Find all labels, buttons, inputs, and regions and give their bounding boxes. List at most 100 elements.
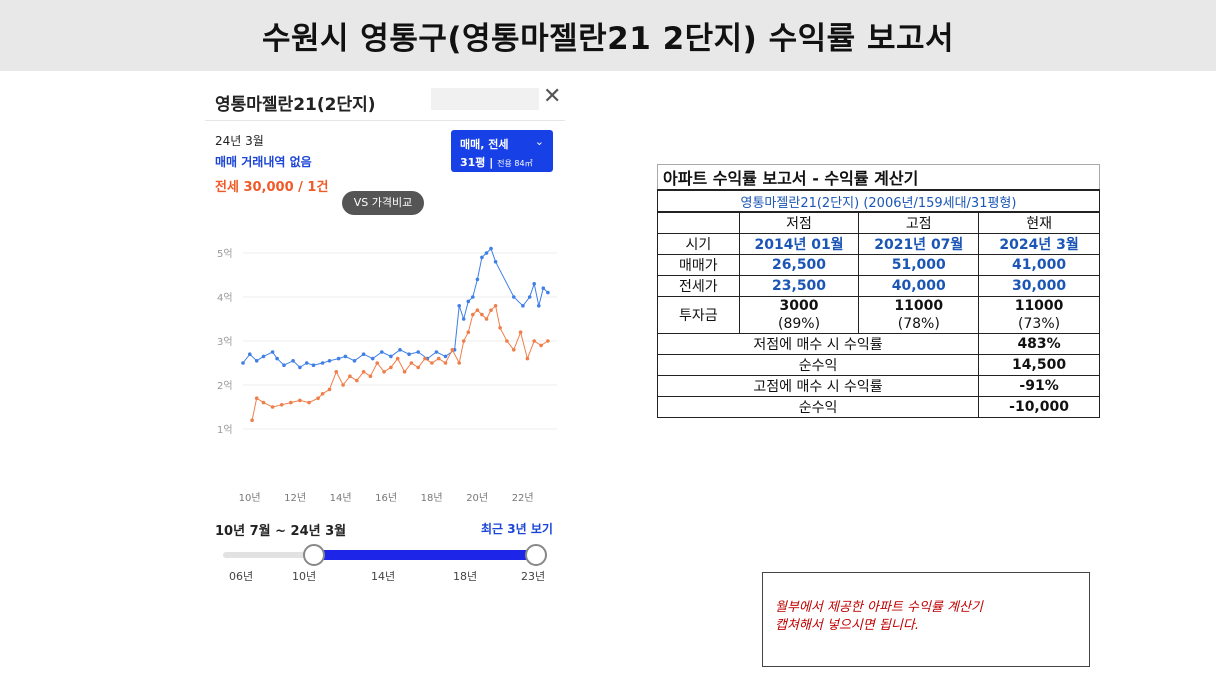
x-tick-label: 12년 (284, 492, 306, 504)
filter-type: 매매, 전세 (460, 138, 509, 151)
rent-point (298, 398, 302, 403)
rent-point (475, 308, 480, 312)
sale-point (521, 304, 525, 308)
close-icon[interactable]: ✕ (543, 84, 562, 109)
investment-ratio: (73%) (978, 315, 1100, 334)
sale-point (434, 350, 439, 354)
range-slider-end-handle[interactable] (525, 544, 547, 566)
rent-point (382, 370, 386, 374)
summary-value: 14,500 (978, 354, 1100, 376)
sale-point (512, 295, 516, 299)
note-line: 캡쳐해서 넣으시면 됩니다. (775, 618, 919, 633)
slider-label: 18년 (453, 570, 478, 583)
y-tick-label: 2억 (217, 380, 233, 392)
sale-point (466, 299, 471, 304)
rent-point (320, 392, 325, 396)
summary-label: 고점에 매수 시 수익률 (656, 375, 980, 397)
sale-point (370, 356, 375, 361)
sale-point (248, 352, 252, 356)
rent-status: 전세 30,000 / 1건 (215, 180, 329, 195)
rent-point (361, 370, 366, 374)
rent-point (450, 348, 455, 352)
rent-point (436, 356, 441, 361)
compare-button[interactable]: VS 가격비교 (342, 191, 424, 215)
rent-point (402, 370, 407, 374)
panel-toolbar (431, 88, 539, 110)
rent-point (250, 418, 254, 422)
rent-point (471, 312, 475, 317)
slider-label: 14년 (371, 570, 396, 583)
price-chart: 5억 4억 3억 2억 1억 10년 12년 14년 16년 18년 20년 22년 (217, 246, 557, 504)
sale-point (336, 356, 341, 361)
investment-value: 3000 (738, 296, 860, 315)
rent-point (466, 330, 471, 334)
sale-point (546, 290, 550, 295)
divider (205, 120, 565, 121)
rent-point (443, 361, 448, 365)
x-tick-label: 22년 (512, 492, 534, 504)
investment-ratio: (78%) (858, 315, 980, 334)
sale-point (380, 350, 384, 354)
rent-point (261, 400, 266, 405)
sale-point (282, 363, 286, 367)
range-slider-start-handle[interactable] (303, 544, 325, 566)
slider-label: 06년 (229, 570, 254, 583)
panel-title: 영통마젤란21(2단지) (215, 95, 376, 115)
sale-point (311, 363, 316, 367)
sale-point (527, 295, 532, 299)
sale-point (484, 251, 489, 255)
selected-date: 24년 3월 (215, 134, 264, 148)
sale-point (471, 295, 475, 299)
cell: 2014년 01월 (738, 233, 860, 255)
rent-point (341, 383, 345, 387)
deal-type-filter[interactable]: 매매, 전세 ⌄ 31평 | 전용 84㎡ (451, 130, 553, 172)
sale-point (537, 304, 541, 308)
sale-point (275, 356, 279, 361)
sale-status: 매매 거래내역 없음 (215, 155, 312, 169)
sale-point (489, 246, 493, 251)
range-label: 10년 7월 ~ 24년 3월 (215, 524, 347, 539)
rent-point (348, 374, 352, 378)
sale-point (343, 354, 348, 359)
col-header: 현재 (978, 211, 1100, 234)
x-tick-label: 10년 (239, 492, 261, 504)
rent-point (334, 370, 339, 374)
rent-point (525, 356, 530, 361)
row-label: 매매가 (657, 254, 740, 276)
page-title: 수원시 영통구(영통마젤란21 2단지) 수익률 보고서 (261, 21, 955, 57)
sale-point (241, 361, 245, 365)
sale-point (398, 348, 402, 352)
summary-label: 순수익 (656, 396, 980, 418)
rent-point (279, 403, 284, 407)
rent-point (493, 304, 498, 308)
recent-3y-button[interactable]: 최근 3년 보기 (481, 522, 553, 536)
sale-point (461, 317, 466, 321)
sale-point (389, 354, 393, 359)
investment-value: 11000 (978, 296, 1100, 315)
summary-value: -10,000 (978, 396, 1100, 418)
rent-point (512, 348, 516, 352)
note-line: 월부에서 제공한 아파트 수익률 계산기 (775, 600, 983, 615)
rent-point (484, 317, 489, 321)
slider-label: 10년 (292, 570, 317, 583)
sale-point (320, 361, 325, 365)
sale-point (407, 352, 411, 356)
rent-point (505, 339, 509, 343)
x-tick-label: 16년 (375, 492, 397, 504)
sale-point (541, 286, 546, 290)
rent-point (409, 361, 414, 365)
summary-value: 483% (978, 333, 1100, 355)
cell: 30,000 (978, 275, 1100, 297)
rent-point (368, 374, 373, 378)
x-tick-label: 18년 (421, 492, 443, 504)
rent-point (307, 400, 311, 405)
rent-point (316, 396, 320, 400)
investment-value: 11000 (858, 296, 980, 315)
sale-point (261, 354, 266, 359)
x-tick-label: 20년 (466, 492, 488, 504)
sale-point (416, 350, 420, 354)
summary-value: -91% (978, 375, 1100, 397)
sale-point (304, 361, 309, 365)
sale-point (493, 260, 498, 264)
